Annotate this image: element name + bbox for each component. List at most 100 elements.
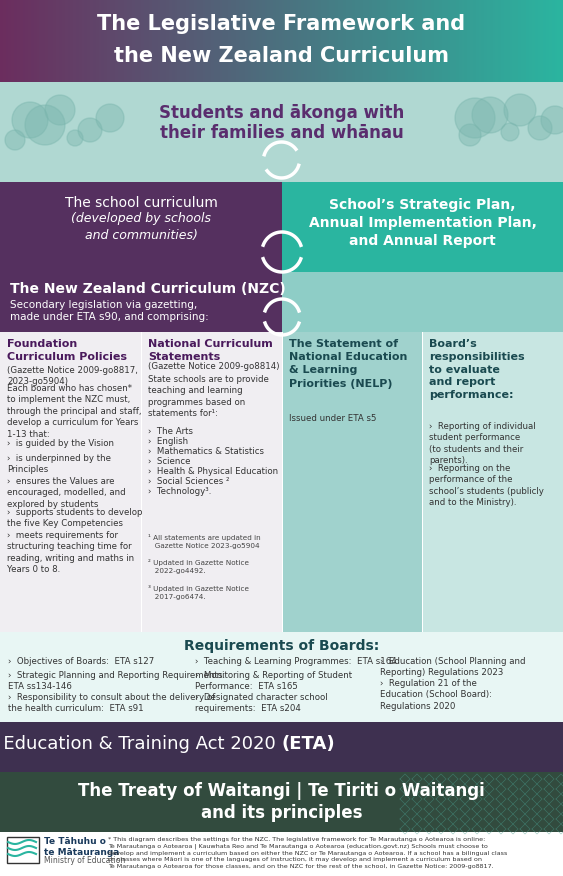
Bar — [512, 0, 516, 82]
Bar — [51, 0, 55, 82]
Text: * This diagram describes the settings for the NZC. The legislative framework for: * This diagram describes the settings fo… — [108, 837, 507, 869]
Bar — [501, 0, 505, 82]
Bar — [282, 272, 563, 332]
Bar — [445, 0, 449, 82]
Bar — [358, 0, 361, 82]
Bar — [121, 0, 125, 82]
Bar — [203, 0, 207, 82]
Text: Te Tāhuhu o
te Mātauranga: Te Tāhuhu o te Mātauranga — [44, 837, 119, 858]
Text: Each board who has chosen*
to implement the NZC must,
through the principal and : Each board who has chosen* to implement … — [7, 384, 141, 439]
Bar — [146, 0, 150, 82]
Bar — [352, 0, 356, 82]
Bar — [386, 0, 390, 82]
Bar — [394, 0, 398, 82]
Bar — [276, 0, 280, 82]
Circle shape — [528, 116, 552, 140]
Circle shape — [472, 97, 508, 133]
Bar — [113, 0, 117, 82]
Text: Foundation
Curriculum Policies: Foundation Curriculum Policies — [7, 339, 127, 362]
Bar — [177, 0, 181, 82]
Bar — [543, 0, 547, 82]
Text: their families and whānau: their families and whānau — [160, 124, 403, 142]
Bar — [56, 0, 60, 82]
Text: ›  Responsibility to consult about the delivery of
the health curriculum:  ETA s: › Responsibility to consult about the de… — [8, 693, 215, 713]
Circle shape — [5, 130, 25, 150]
Bar — [400, 0, 404, 82]
Text: The Treaty of Waitangi | Te Tiriti o Waitangi: The Treaty of Waitangi | Te Tiriti o Wai… — [78, 782, 485, 800]
Bar — [0, 332, 141, 632]
Text: ›  Science: › Science — [148, 457, 190, 466]
Bar — [425, 0, 429, 82]
Text: ›  Reporting of individual
student performance
(to students and their
parents).: › Reporting of individual student perfor… — [429, 422, 535, 465]
Bar — [290, 0, 294, 82]
Bar — [189, 0, 193, 82]
Text: ›  is guided by the Vision: › is guided by the Vision — [7, 439, 114, 448]
Text: ›  meets requirements for
structuring teaching time for
reading, writing and mat: › meets requirements for structuring tea… — [7, 531, 134, 575]
Bar — [144, 0, 148, 82]
Bar — [265, 0, 269, 82]
Bar — [96, 0, 100, 82]
Bar — [287, 0, 291, 82]
Bar — [495, 0, 499, 82]
Bar — [419, 0, 423, 82]
Bar — [214, 0, 218, 82]
Bar — [270, 0, 274, 82]
Bar — [124, 0, 128, 82]
Text: Students and ākonga with: Students and ākonga with — [159, 104, 404, 122]
Bar — [84, 0, 88, 82]
Bar — [414, 0, 418, 82]
Bar — [428, 0, 432, 82]
Bar — [166, 0, 170, 82]
Bar — [70, 0, 74, 82]
Bar — [158, 0, 162, 82]
Bar — [529, 0, 533, 82]
Circle shape — [504, 94, 536, 126]
Bar — [99, 0, 102, 82]
Bar — [403, 0, 406, 82]
Bar — [208, 0, 212, 82]
Bar — [431, 0, 435, 82]
Bar — [282, 0, 285, 82]
Bar — [462, 0, 466, 82]
Bar — [259, 0, 263, 82]
Bar — [481, 0, 485, 82]
Bar — [369, 0, 373, 82]
Bar — [127, 0, 131, 82]
Bar — [284, 0, 288, 82]
Bar — [422, 332, 563, 632]
Bar — [434, 0, 437, 82]
Bar — [65, 0, 69, 82]
Text: The Education & Training Act 2020: The Education & Training Act 2020 — [0, 735, 282, 753]
Bar — [301, 0, 305, 82]
Circle shape — [67, 130, 83, 146]
Text: ›  Mathematics & Statistics: › Mathematics & Statistics — [148, 447, 264, 456]
Bar — [282, 182, 563, 272]
Bar — [380, 0, 384, 82]
Bar — [6, 0, 10, 82]
Bar — [225, 0, 229, 82]
Bar — [374, 0, 378, 82]
Bar — [23, 0, 26, 82]
Bar — [329, 0, 333, 82]
Bar — [82, 0, 86, 82]
Text: ›  Technology³.: › Technology³. — [148, 487, 211, 496]
Bar — [532, 0, 536, 82]
Text: School’s Strategic Plan,
Annual Implementation Plan,
and Annual Report: School’s Strategic Plan, Annual Implemen… — [309, 198, 537, 248]
Bar — [7, 837, 39, 863]
Bar — [479, 0, 482, 82]
Bar — [408, 0, 412, 82]
Bar — [53, 0, 57, 82]
Bar — [338, 0, 342, 82]
Bar — [39, 0, 43, 82]
Bar — [388, 0, 392, 82]
Bar — [14, 0, 18, 82]
Bar — [0, 272, 282, 332]
Bar — [552, 0, 556, 82]
Bar — [48, 0, 52, 82]
Text: and its principles: and its principles — [201, 804, 362, 822]
Text: National Curriculum
Statements: National Curriculum Statements — [148, 339, 272, 362]
Text: Secondary legislation via gazetting,
made under ETA s90, and comprising:: Secondary legislation via gazetting, mad… — [10, 300, 209, 322]
Bar — [524, 0, 528, 82]
Bar — [90, 0, 94, 82]
Bar — [470, 0, 474, 82]
